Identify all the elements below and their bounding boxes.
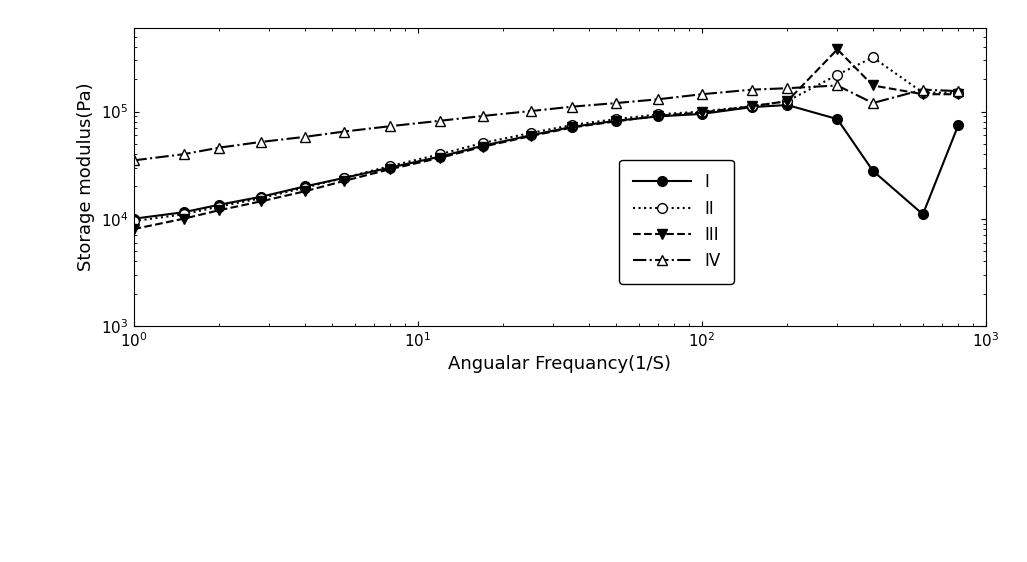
IV [255, 139, 267, 146]
I [299, 183, 311, 190]
I [782, 102, 794, 108]
IV [127, 157, 140, 164]
I [434, 153, 447, 160]
II [610, 116, 622, 123]
Legend: I, II, III, IV: I, II, III, IV [619, 160, 733, 284]
I [917, 211, 929, 217]
IV [525, 108, 537, 115]
I [610, 117, 622, 124]
III [299, 188, 311, 195]
I [651, 113, 663, 120]
IV [299, 134, 311, 140]
Line: IV: IV [128, 80, 963, 165]
III [477, 143, 489, 150]
I [867, 167, 879, 174]
III [338, 178, 350, 184]
III [434, 155, 447, 161]
III [127, 226, 140, 233]
IV [831, 82, 843, 89]
IV [917, 87, 929, 93]
II [917, 89, 929, 96]
I [831, 116, 843, 123]
II [651, 111, 663, 118]
Line: II: II [128, 52, 963, 226]
II [338, 175, 350, 182]
II [255, 195, 267, 202]
III [831, 46, 843, 53]
Line: III: III [128, 44, 963, 234]
III [384, 166, 396, 173]
III [651, 112, 663, 119]
III [867, 82, 879, 89]
I [566, 124, 578, 130]
III [213, 207, 225, 214]
IV [610, 99, 622, 106]
I [178, 209, 190, 216]
III [952, 91, 964, 98]
II [299, 184, 311, 191]
IV [867, 99, 879, 106]
II [178, 211, 190, 217]
I [338, 175, 350, 182]
IV [651, 96, 663, 103]
I [477, 142, 489, 149]
IV [952, 88, 964, 94]
IV [695, 91, 708, 98]
III [917, 91, 929, 98]
IV [178, 151, 190, 157]
IV [434, 117, 447, 124]
II [566, 121, 578, 128]
IV [384, 123, 396, 130]
IV [338, 128, 350, 135]
IV [213, 144, 225, 151]
I [255, 193, 267, 200]
Y-axis label: Storage modulus(Pa): Storage modulus(Pa) [77, 83, 96, 271]
I [213, 201, 225, 208]
II [525, 130, 537, 137]
II [127, 217, 140, 224]
I [384, 164, 396, 171]
III [746, 103, 758, 110]
II [213, 203, 225, 210]
I [695, 111, 708, 117]
III [610, 118, 622, 125]
III [695, 109, 708, 116]
II [695, 108, 708, 115]
II [782, 98, 794, 105]
I [746, 104, 758, 111]
IV [746, 87, 758, 93]
II [831, 71, 843, 78]
II [384, 162, 396, 169]
IV [566, 103, 578, 110]
II [746, 103, 758, 110]
X-axis label: Angualar Frequancy(1/S): Angualar Frequancy(1/S) [448, 355, 672, 373]
II [952, 89, 964, 96]
II [477, 139, 489, 146]
II [867, 54, 879, 61]
Line: I: I [128, 100, 963, 224]
III [782, 98, 794, 105]
I [127, 215, 140, 222]
IV [782, 85, 794, 92]
III [525, 133, 537, 139]
II [434, 151, 447, 157]
III [566, 124, 578, 131]
III [178, 215, 190, 222]
IV [477, 112, 489, 119]
I [952, 121, 964, 128]
I [525, 132, 537, 139]
III [255, 198, 267, 205]
